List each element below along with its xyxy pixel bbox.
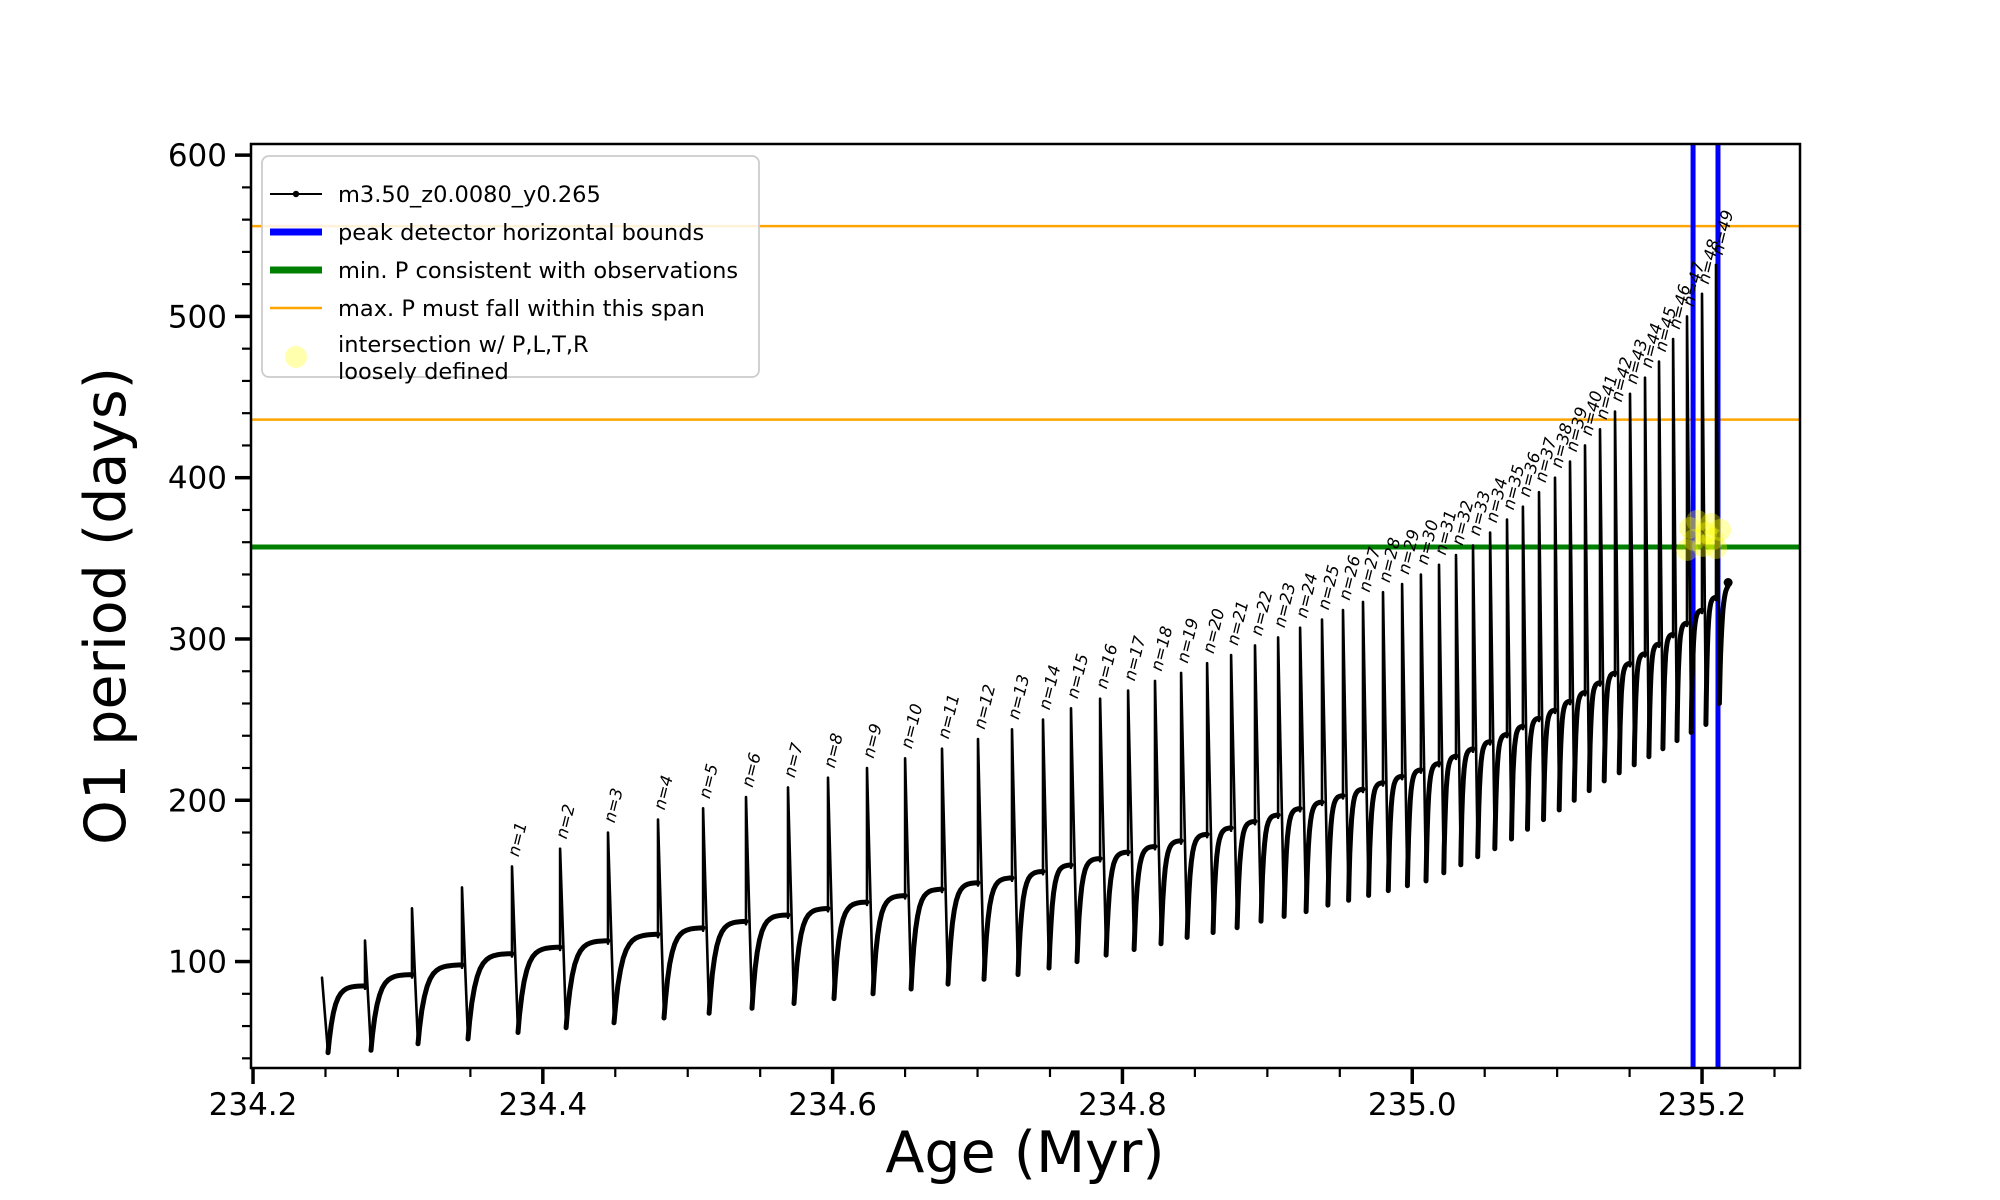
spike-label-n9: n=9 <box>859 722 886 760</box>
spike-label-n3: n=3 <box>600 786 627 824</box>
spike-label-n13: n=13 <box>1004 673 1033 722</box>
legend-box <box>261 155 760 378</box>
spike-label-n11: n=11 <box>934 692 963 741</box>
legend-label-intersection-line2: loosely defined <box>338 359 509 385</box>
series-curve-base <box>325 583 1731 1056</box>
spike-label-n5: n=5 <box>695 762 722 800</box>
intersection-marker-2 <box>1679 517 1702 540</box>
spike-label-n49: n=49 <box>1708 208 1737 257</box>
spike-label-n8: n=8 <box>820 731 847 769</box>
spike-label-n7: n=7 <box>780 741 807 780</box>
intersection-marker-4 <box>1692 534 1715 557</box>
spike-label-n18: n=18 <box>1147 624 1176 673</box>
spike-label-n20: n=20 <box>1199 607 1228 656</box>
legend: m3.50_z0.0080_y0.265 peak detector horiz… <box>261 155 760 385</box>
x-tick-label: 234.4 <box>498 1087 587 1123</box>
series-curve-endpoint <box>1723 578 1733 588</box>
legend-label-max-p: max. P must fall within this span <box>338 296 705 322</box>
x-tick-label: 234.8 <box>1078 1087 1167 1123</box>
spike-label-n14: n=14 <box>1035 663 1064 712</box>
intersection-marker-8 <box>1702 527 1725 550</box>
intersection-marker-0 <box>1676 538 1699 561</box>
y-tick-label: 600 <box>168 138 227 174</box>
x-tick-label: 234.6 <box>788 1087 877 1123</box>
legend-label-intersection-line1: intersection w/ P,L,T,R <box>338 332 589 358</box>
legend-label-series: m3.50_z0.0080_y0.265 <box>338 182 601 208</box>
intersection-marker-9 <box>1709 518 1732 541</box>
x-tick-label: 235.2 <box>1658 1087 1747 1123</box>
y-tick-label: 100 <box>168 945 227 981</box>
y-axis-label: O1 period (days) <box>73 367 139 845</box>
intersection-marker-3 <box>1686 509 1709 532</box>
spike-label-n4: n=4 <box>650 773 677 811</box>
intersection-marker-7 <box>1705 537 1728 560</box>
intersection-marker-5 <box>1695 522 1718 545</box>
spike-label-n21: n=21 <box>1223 599 1252 648</box>
series-curve-spikes <box>320 263 1721 1054</box>
spike-label-n1: n=1 <box>504 820 531 858</box>
legend-series-marker-dot <box>292 190 300 198</box>
y-tick-label: 400 <box>168 461 227 497</box>
spike-label-n16: n=16 <box>1092 642 1121 691</box>
intersection-marker-1 <box>1683 528 1706 551</box>
spike-label-n2: n=2 <box>552 802 579 840</box>
legend-intersection-marker-dot <box>285 346 307 368</box>
y-tick-label: 300 <box>168 622 227 658</box>
plot-area: n=1 n=2 n=3 n=4 n=5 n=6 n=7 n=8 n=9 n=10 n=11 n=12 n… <box>168 138 1802 1123</box>
x-axis-label: Age (Myr) <box>885 1120 1164 1186</box>
spike-label-n12: n=12 <box>970 682 999 731</box>
spike-label-n19: n=19 <box>1173 616 1202 665</box>
spike-label-n6: n=6 <box>738 751 765 789</box>
spike-label-n10: n=10 <box>897 702 926 751</box>
y-tick-label: 200 <box>168 783 227 819</box>
y-tick-label: 500 <box>168 299 227 335</box>
spike-label-n15: n=15 <box>1063 652 1092 701</box>
spike-label-n17: n=17 <box>1120 634 1150 683</box>
legend-label-peak-bounds: peak detector horizontal bounds <box>338 220 704 246</box>
legend-label-min-p: min. P consistent with observations <box>338 258 738 284</box>
intersection-marker-6 <box>1700 512 1723 535</box>
x-tick-label: 234.2 <box>209 1087 298 1123</box>
x-tick-label: 235.0 <box>1368 1087 1457 1123</box>
